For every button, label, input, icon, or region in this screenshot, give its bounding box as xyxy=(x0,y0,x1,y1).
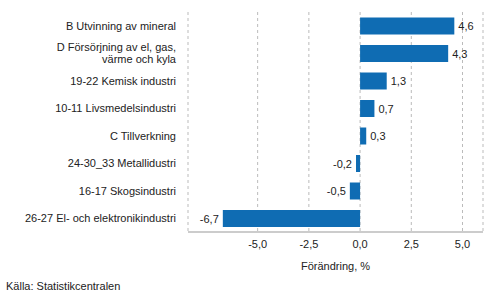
svg-text:24-30_33 Metallidustri: 24-30_33 Metallidustri xyxy=(68,157,176,169)
svg-text:-0,5: -0,5 xyxy=(327,185,346,197)
svg-text:Förändring, %: Förändring, % xyxy=(301,260,370,272)
svg-text:-6,7: -6,7 xyxy=(200,213,219,225)
svg-text:-2,5: -2,5 xyxy=(299,238,318,250)
svg-text:1,3: 1,3 xyxy=(391,75,406,87)
svg-text:0,7: 0,7 xyxy=(378,103,393,115)
svg-text:10-11 Livsmedelsindustri: 10-11 Livsmedelsindustri xyxy=(55,102,176,114)
svg-text:-5,0: -5,0 xyxy=(248,238,267,250)
svg-text:4,3: 4,3 xyxy=(452,48,467,60)
html-text:Källa: Statistikcentralen: Källa: Statistikcentralen xyxy=(6,280,121,292)
svg-text:B Utvinning av mineral: B Utvinning av mineral xyxy=(66,20,176,32)
svg-text:4,6: 4,6 xyxy=(458,20,473,32)
svg-text:16-17 Skogsindustri: 16-17 Skogsindustri xyxy=(79,185,176,197)
svg-text:-0,2: -0,2 xyxy=(333,158,352,170)
svg-text:C Tillverkning: C Tillverkning xyxy=(110,130,176,142)
svg-text:2,5: 2,5 xyxy=(404,238,419,250)
svg-text:0,0: 0,0 xyxy=(352,238,367,250)
svg-text:0,3: 0,3 xyxy=(370,130,385,142)
svg-text:26-27 El- och elektronikindust: 26-27 El- och elektronikindustri xyxy=(25,212,176,224)
svg-text:5,0: 5,0 xyxy=(455,238,470,250)
svg-text:19-22 Kemisk industri: 19-22 Kemisk industri xyxy=(70,75,176,87)
svg-text:D Försörjning av el, gas,värme: D Försörjning av el, gas,värme och kyla xyxy=(57,41,177,65)
